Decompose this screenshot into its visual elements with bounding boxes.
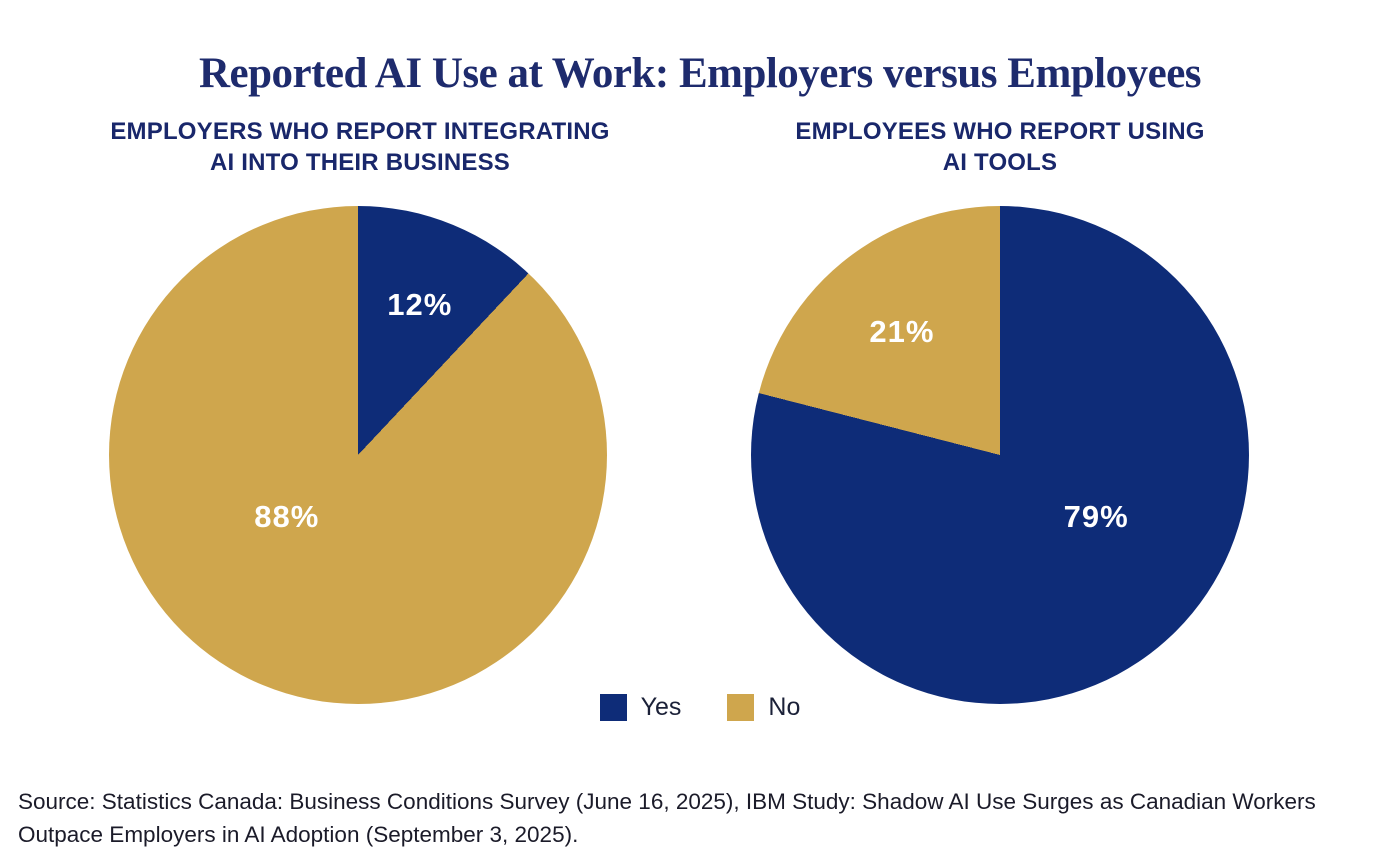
left-pie-subtitle-line2: AI INTO THEIR BUSINESS	[210, 149, 510, 176]
source-note: Source: Statistics Canada: Business Cond…	[18, 789, 1316, 847]
legend-swatch-yes	[599, 694, 627, 721]
right-pie-subtitle: EMPLOYEES WHO REPORT USING AI TOOLS	[750, 116, 1250, 178]
legend-label-yes: Yes	[640, 693, 682, 721]
employees-pie-chart: 21% 79%	[751, 206, 1249, 704]
left-pie-subtitle: EMPLOYERS WHO REPORT INTEGRATING AI INTO…	[60, 116, 660, 178]
pie-slice-label-no: 21%	[869, 313, 935, 349]
legend-label-no: No	[768, 693, 801, 721]
pie-slice-label-no: 88%	[254, 498, 320, 534]
right-pie-subtitle-line1: EMPLOYEES WHO REPORT USING	[795, 118, 1205, 145]
page-title: Reported AI Use at Work: Employers versu…	[198, 49, 1202, 97]
legend: Yes No	[0, 693, 1400, 722]
pie-slice-label-yes: 12%	[387, 287, 453, 323]
legend-item-yes: Yes	[599, 693, 682, 722]
legend-swatch-no	[727, 694, 755, 721]
left-pie-subtitle-line1: EMPLOYERS WHO REPORT INTEGRATING	[110, 118, 610, 145]
legend-item-no: No	[727, 693, 800, 722]
pie-slice-label-yes: 79%	[1063, 498, 1129, 534]
employers-pie-chart: 12% 88%	[109, 206, 607, 704]
right-pie-subtitle-line2: AI TOOLS	[942, 149, 1058, 176]
